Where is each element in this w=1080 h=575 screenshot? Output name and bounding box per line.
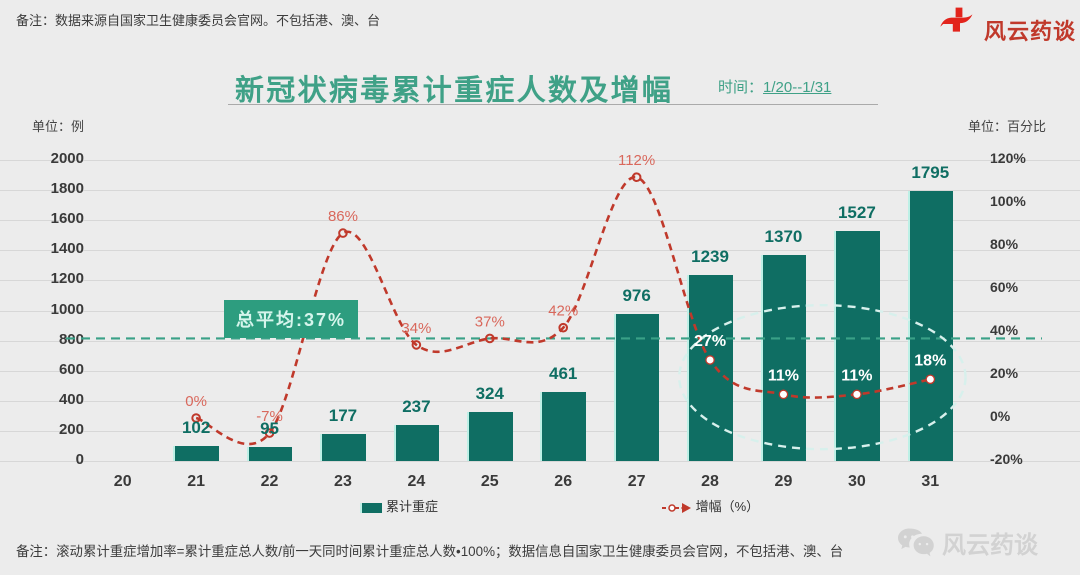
svg-text:86%: 86% [328, 208, 358, 225]
svg-text:34%: 34% [401, 320, 431, 337]
svg-text:0%: 0% [185, 393, 207, 410]
svg-text:42%: 42% [548, 303, 578, 320]
svg-text:112%: 112% [618, 152, 655, 169]
svg-text:18%: 18% [914, 352, 946, 369]
svg-text:37%: 37% [475, 313, 505, 330]
svg-text:27%: 27% [694, 333, 726, 350]
svg-text:11%: 11% [841, 367, 872, 384]
svg-text:11%: 11% [768, 367, 799, 384]
